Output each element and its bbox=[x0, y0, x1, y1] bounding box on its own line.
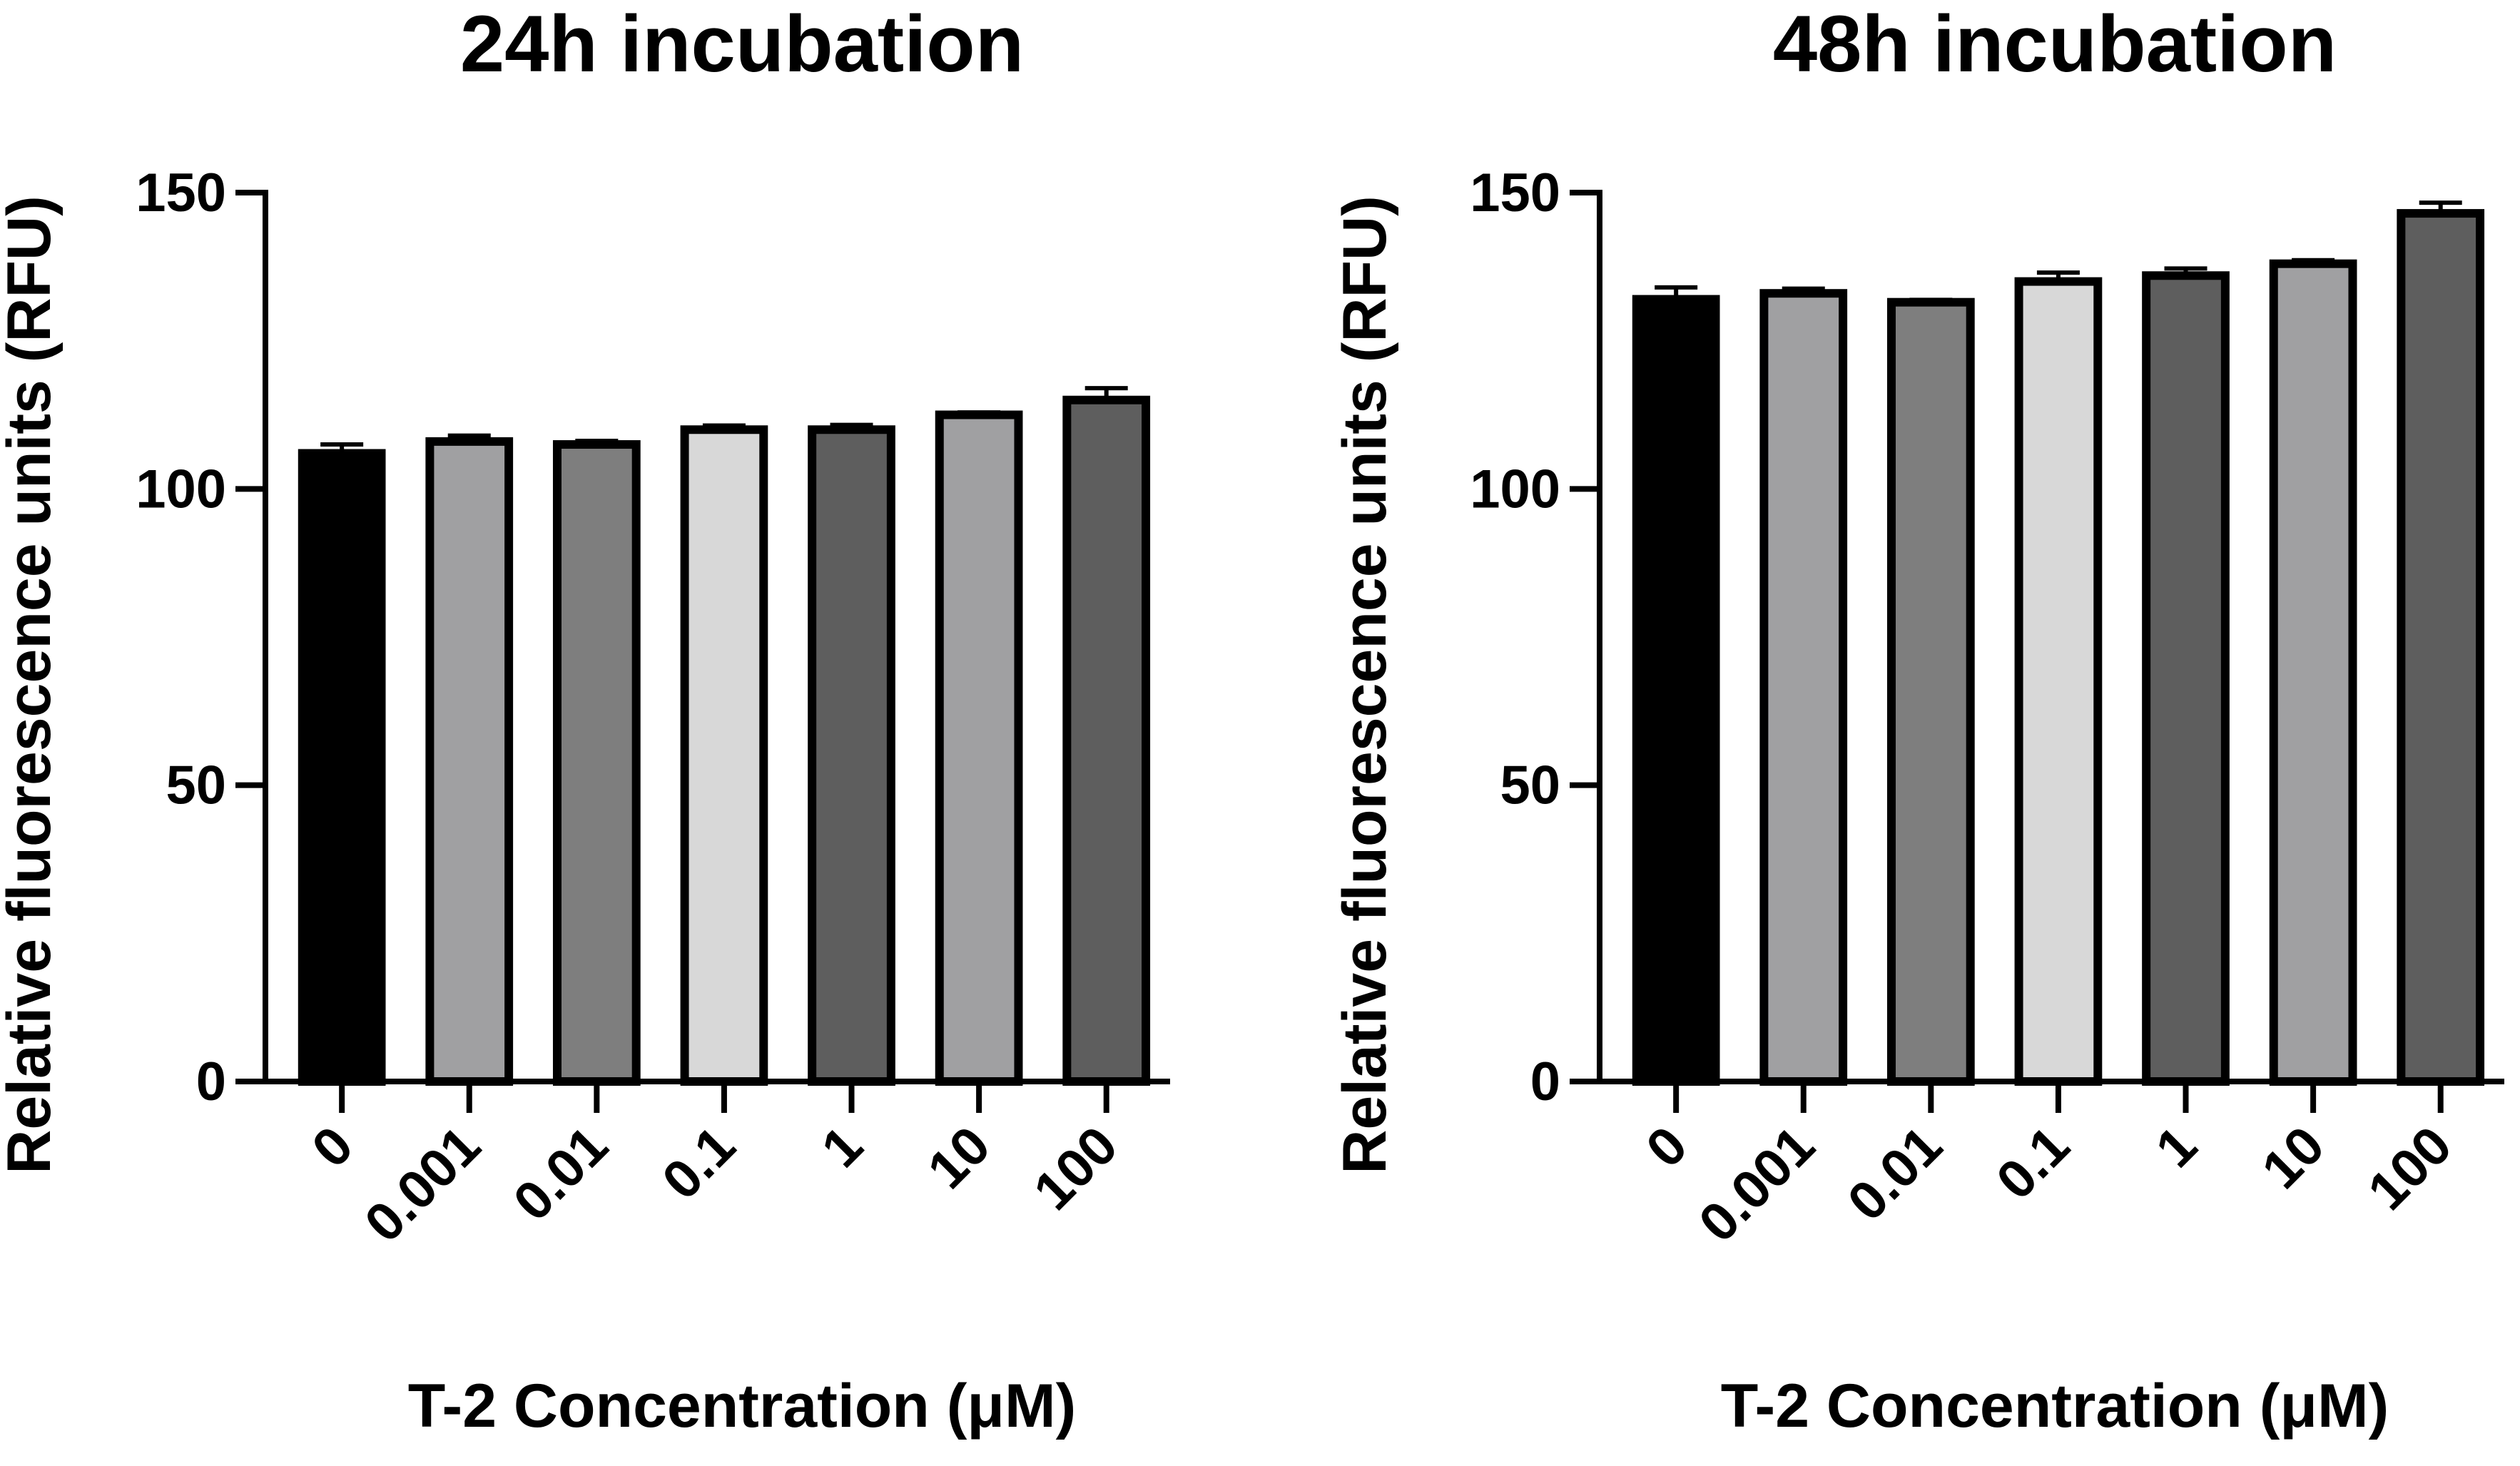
y-tick-label: 0 bbox=[1530, 1052, 1560, 1112]
y-tick-label: 0 bbox=[196, 1052, 226, 1112]
bar bbox=[2014, 277, 2103, 1086]
bar bbox=[552, 440, 641, 1086]
x-axis-label: T-2 Concentration (μM) bbox=[408, 1372, 1076, 1440]
y-tick-label: 100 bbox=[1470, 459, 1560, 519]
bar bbox=[1632, 295, 1720, 1086]
x-tick-label: 0.01 bbox=[1836, 1115, 1954, 1233]
x-tick-label: 100 bbox=[2357, 1115, 2464, 1222]
y-tick-label: 50 bbox=[166, 755, 226, 816]
x-tick-label: 1 bbox=[811, 1115, 875, 1179]
x-tick-label: 0.1 bbox=[651, 1115, 747, 1211]
bar bbox=[2397, 209, 2485, 1086]
x-tick-label: 100 bbox=[1022, 1115, 1129, 1222]
chart-48h: 48h incubation Relative fluorescence unit… bbox=[1331, 0, 2504, 1440]
y-tick-label: 100 bbox=[136, 459, 226, 519]
chart-24h: 24h incubation Relative fluorescence unit… bbox=[0, 0, 1170, 1440]
y-tick-label: 150 bbox=[136, 163, 226, 223]
bar bbox=[1759, 289, 1848, 1086]
x-tick-label: 0 bbox=[300, 1115, 365, 1179]
bar bbox=[298, 449, 386, 1086]
x-tick-label: 0.001 bbox=[353, 1115, 492, 1254]
bar bbox=[808, 425, 895, 1086]
y-axis-label: Relative fluorescence units (RFU) bbox=[1331, 195, 1399, 1174]
y-axis-label: Relative fluorescence units (RFU) bbox=[0, 195, 63, 1174]
bar bbox=[425, 437, 514, 1086]
chart-title: 48h incubation bbox=[1773, 0, 2337, 88]
x-tick-label: 1 bbox=[2145, 1115, 2209, 1179]
y-tick-label: 50 bbox=[1500, 755, 1560, 816]
x-tick-label: 0.1 bbox=[1985, 1115, 2081, 1211]
x-tick-label: 10 bbox=[2250, 1115, 2336, 1201]
bar bbox=[680, 425, 768, 1086]
bar bbox=[2269, 259, 2357, 1086]
bar bbox=[1062, 395, 1151, 1086]
x-tick-label: 10 bbox=[916, 1115, 1002, 1201]
x-tick-label: 0.01 bbox=[502, 1115, 620, 1233]
bar bbox=[935, 410, 1023, 1086]
x-tick-label: 0 bbox=[1635, 1115, 1699, 1179]
y-tick-label: 150 bbox=[1470, 163, 1560, 223]
bar bbox=[2142, 271, 2230, 1086]
x-tick-label: 0.001 bbox=[1687, 1115, 1827, 1254]
x-axis-label: T-2 Concentration (μM) bbox=[1721, 1372, 2389, 1440]
chart-title: 24h incubation bbox=[460, 0, 1024, 88]
bar bbox=[1886, 297, 1975, 1086]
